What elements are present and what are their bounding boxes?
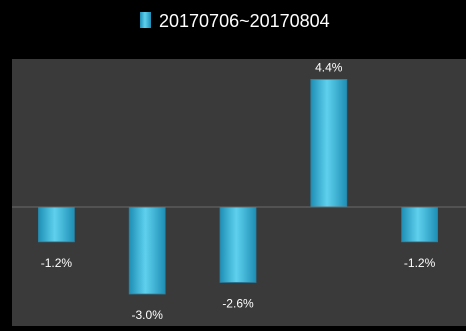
- data-label: 4.4%: [315, 60, 343, 74]
- data-label: -2.6%: [222, 296, 254, 310]
- bar: [38, 206, 75, 243]
- legend: 20170706~20170804: [140, 11, 330, 31]
- data-label: -1.2%: [404, 256, 436, 270]
- plot-area: [12, 59, 466, 326]
- data-label: -3.0%: [132, 308, 164, 322]
- data-label: -1.2%: [41, 256, 73, 270]
- bar: [128, 206, 166, 295]
- bar: [401, 206, 439, 243]
- bar: [310, 79, 348, 208]
- bar: [219, 206, 257, 283]
- legend-label: 20170706~20170804: [159, 11, 330, 31]
- legend-swatch: [140, 12, 151, 28]
- data-labels-layer: -1.2% -3.0% -2.6% 4.4% -1.2%: [41, 60, 436, 322]
